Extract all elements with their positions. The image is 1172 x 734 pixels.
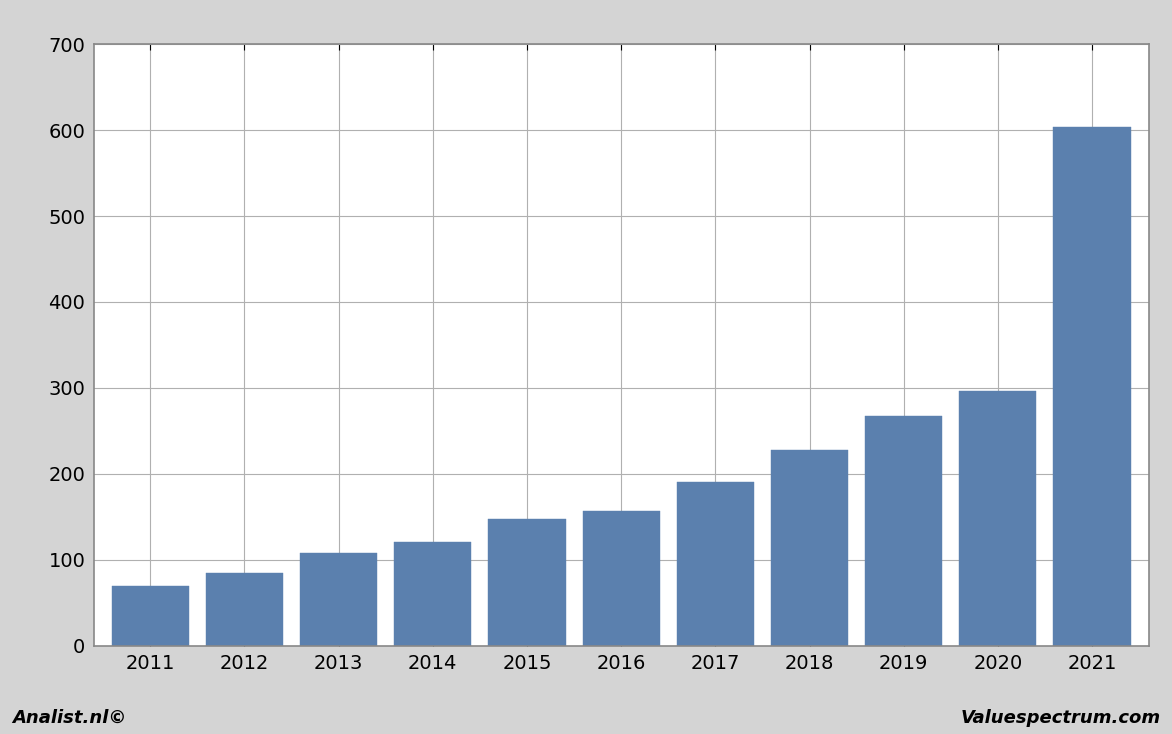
Text: Valuespectrum.com: Valuespectrum.com (960, 708, 1160, 727)
Bar (865, 416, 942, 646)
Bar (676, 482, 754, 646)
Bar (111, 586, 189, 646)
Bar (959, 390, 1036, 646)
Bar (394, 542, 471, 646)
Bar (771, 450, 849, 646)
Text: Analist.nl©: Analist.nl© (12, 708, 127, 727)
Bar (582, 511, 660, 646)
Bar (300, 553, 377, 646)
Bar (1054, 126, 1131, 646)
Bar (206, 573, 284, 646)
Bar (489, 519, 566, 646)
